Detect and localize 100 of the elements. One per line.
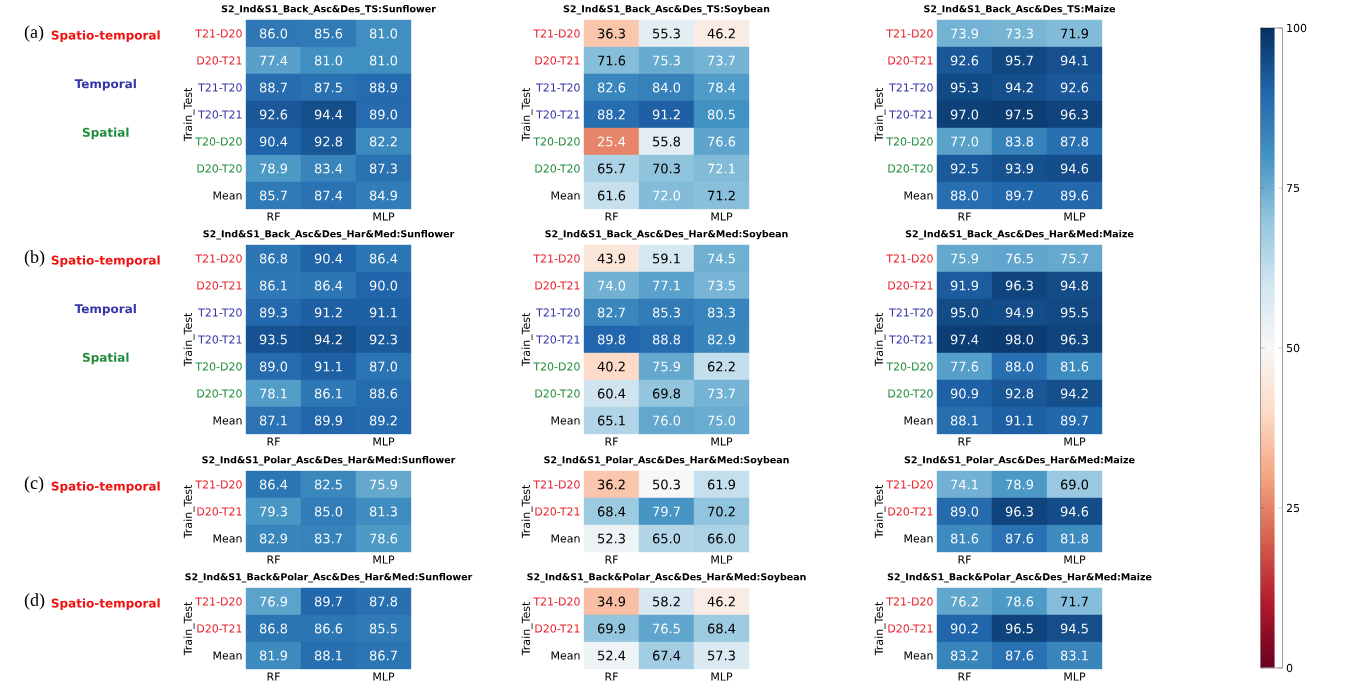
data-label: 36.2 — [598, 479, 625, 490]
data-label: 81.0 — [369, 28, 398, 39]
data-label: 83.7 — [314, 533, 342, 544]
x-tick-label: RF — [605, 555, 618, 564]
data-label: 86.6 — [314, 623, 343, 634]
data-label: 94.9 — [1005, 307, 1034, 318]
data-label: 25.4 — [597, 136, 626, 147]
data-label: 90.2 — [950, 623, 978, 634]
data-label: 84.0 — [652, 82, 681, 93]
data-label: 79.7 — [653, 506, 680, 517]
data-label: 94.6 — [1060, 163, 1089, 174]
y-tick-label: D20-T21 — [535, 507, 580, 516]
data-label: 43.9 — [597, 253, 626, 264]
data-label: 71.6 — [598, 55, 626, 66]
data-label: 80.5 — [707, 109, 735, 120]
y-tick-label: T21-D20 — [886, 597, 933, 606]
x-tick-label: MLP — [711, 555, 733, 564]
y-tick-label: T20-D20 — [886, 362, 933, 371]
y-axis-title: Train_Test — [521, 484, 533, 539]
y-tick-label: D20-T21 — [197, 281, 242, 290]
y-tick-label: Mean — [551, 534, 580, 543]
data-label: 62.2 — [707, 361, 735, 372]
data-label: 89.8 — [597, 334, 626, 345]
data-label: 76.5 — [653, 623, 680, 634]
y-tick-label: T21-D20 — [195, 597, 242, 606]
data-label: 88.2 — [597, 109, 625, 120]
x-tick-label: RF — [958, 212, 971, 221]
data-label: 86.4 — [259, 479, 288, 490]
data-label: 89.7 — [1060, 415, 1088, 426]
data-label: 73.3 — [1006, 28, 1033, 39]
data-label: 83.1 — [1060, 650, 1088, 661]
data-label: 96.3 — [1005, 280, 1033, 291]
y-tick-label: D20-T21 — [888, 507, 933, 516]
data-label: 55.8 — [653, 136, 681, 147]
data-label: 74.1 — [951, 479, 978, 490]
data-label: 97.5 — [1005, 109, 1033, 120]
data-label: 85.0 — [314, 506, 343, 517]
y-tick-label: T20-T21 — [889, 110, 933, 119]
data-label: 96.3 — [1060, 109, 1088, 120]
data-label: 87.8 — [1060, 136, 1089, 147]
y-axis-title: Train_Test — [874, 484, 886, 539]
text: Temporal — [74, 303, 136, 316]
data-label: 46.2 — [707, 28, 735, 39]
data-label: 71.2 — [708, 190, 735, 201]
data-label: 77.0 — [951, 136, 979, 147]
y-axis-title: Train_Test — [183, 312, 195, 367]
data-label: 68.4 — [707, 623, 736, 634]
data-label: 86.0 — [259, 28, 288, 39]
data-label: 58.2 — [653, 596, 680, 607]
data-label: 70.3 — [653, 163, 680, 174]
data-label: 91.2 — [314, 307, 342, 318]
data-label: 77.1 — [653, 280, 680, 291]
data-label: 75.9 — [370, 479, 398, 490]
chart-title: S2_Ind&S1_Back_Asc&Des_TS:Maize — [924, 5, 1116, 15]
y-tick-label: Mean — [904, 534, 933, 543]
data-label: 92.8 — [1005, 388, 1034, 399]
y-tick-label: T21-D20 — [195, 29, 242, 38]
y-tick-label: T20-T21 — [889, 335, 933, 344]
x-tick-label: MLP — [711, 437, 733, 446]
y-tick-label: D20-T21 — [197, 507, 242, 516]
data-label: 92.6 — [259, 109, 288, 120]
text: Spatio-temporal — [51, 255, 160, 267]
data-label: 98.0 — [1005, 334, 1034, 345]
x-tick-label: MLP — [1064, 437, 1086, 446]
data-label: 83.2 — [950, 650, 978, 661]
y-tick-label: T21-D20 — [886, 29, 933, 38]
data-label: 89.7 — [314, 596, 342, 607]
y-tick-label: Mean — [213, 534, 242, 543]
data-label: 82.9 — [707, 334, 736, 345]
data-label: 88.0 — [950, 190, 979, 201]
data-label: 81.3 — [369, 506, 397, 517]
data-label: 86.1 — [314, 388, 342, 399]
y-tick-label: Mean — [551, 651, 580, 660]
y-tick-label: T20-D20 — [195, 137, 242, 146]
data-label: 88.6 — [369, 388, 398, 399]
y-tick-label: D20-T21 — [535, 56, 580, 65]
data-label: 86.7 — [369, 650, 397, 661]
y-axis-title: Train_Test — [874, 312, 886, 367]
data-label: 66.0 — [707, 533, 736, 544]
data-label: 82.6 — [597, 82, 626, 93]
y-axis-title: Train_Test — [521, 87, 533, 142]
data-label: 75.9 — [653, 361, 681, 372]
data-label: 83.4 — [314, 163, 343, 174]
y-tick-label: T21-D20 — [886, 254, 933, 263]
y-tick-label: T21-T20 — [889, 308, 933, 317]
data-label: 81.0 — [314, 55, 343, 66]
y-tick-label: D20-T20 — [197, 164, 242, 173]
chart-title: S2_Ind&S1_Back_Asc&Des_Har&Med:Maize — [905, 230, 1134, 240]
color-bar-label: 50 — [1286, 343, 1300, 353]
data-label: 70.2 — [708, 506, 735, 517]
chart-title: S2_Ind&S1_Back_Asc&Des_Har&Med:Soybean — [545, 230, 788, 240]
data-label: 94.4 — [314, 109, 343, 120]
data-label: 97.0 — [950, 109, 979, 120]
data-label: 65.7 — [597, 163, 625, 174]
data-label: 96.5 — [1005, 623, 1033, 634]
data-label: 78.4 — [708, 82, 736, 93]
y-tick-label: T20-D20 — [195, 362, 242, 371]
x-tick-label: RF — [605, 437, 618, 446]
y-tick-label: T21-T20 — [889, 83, 933, 92]
data-label: 81.6 — [950, 533, 979, 544]
